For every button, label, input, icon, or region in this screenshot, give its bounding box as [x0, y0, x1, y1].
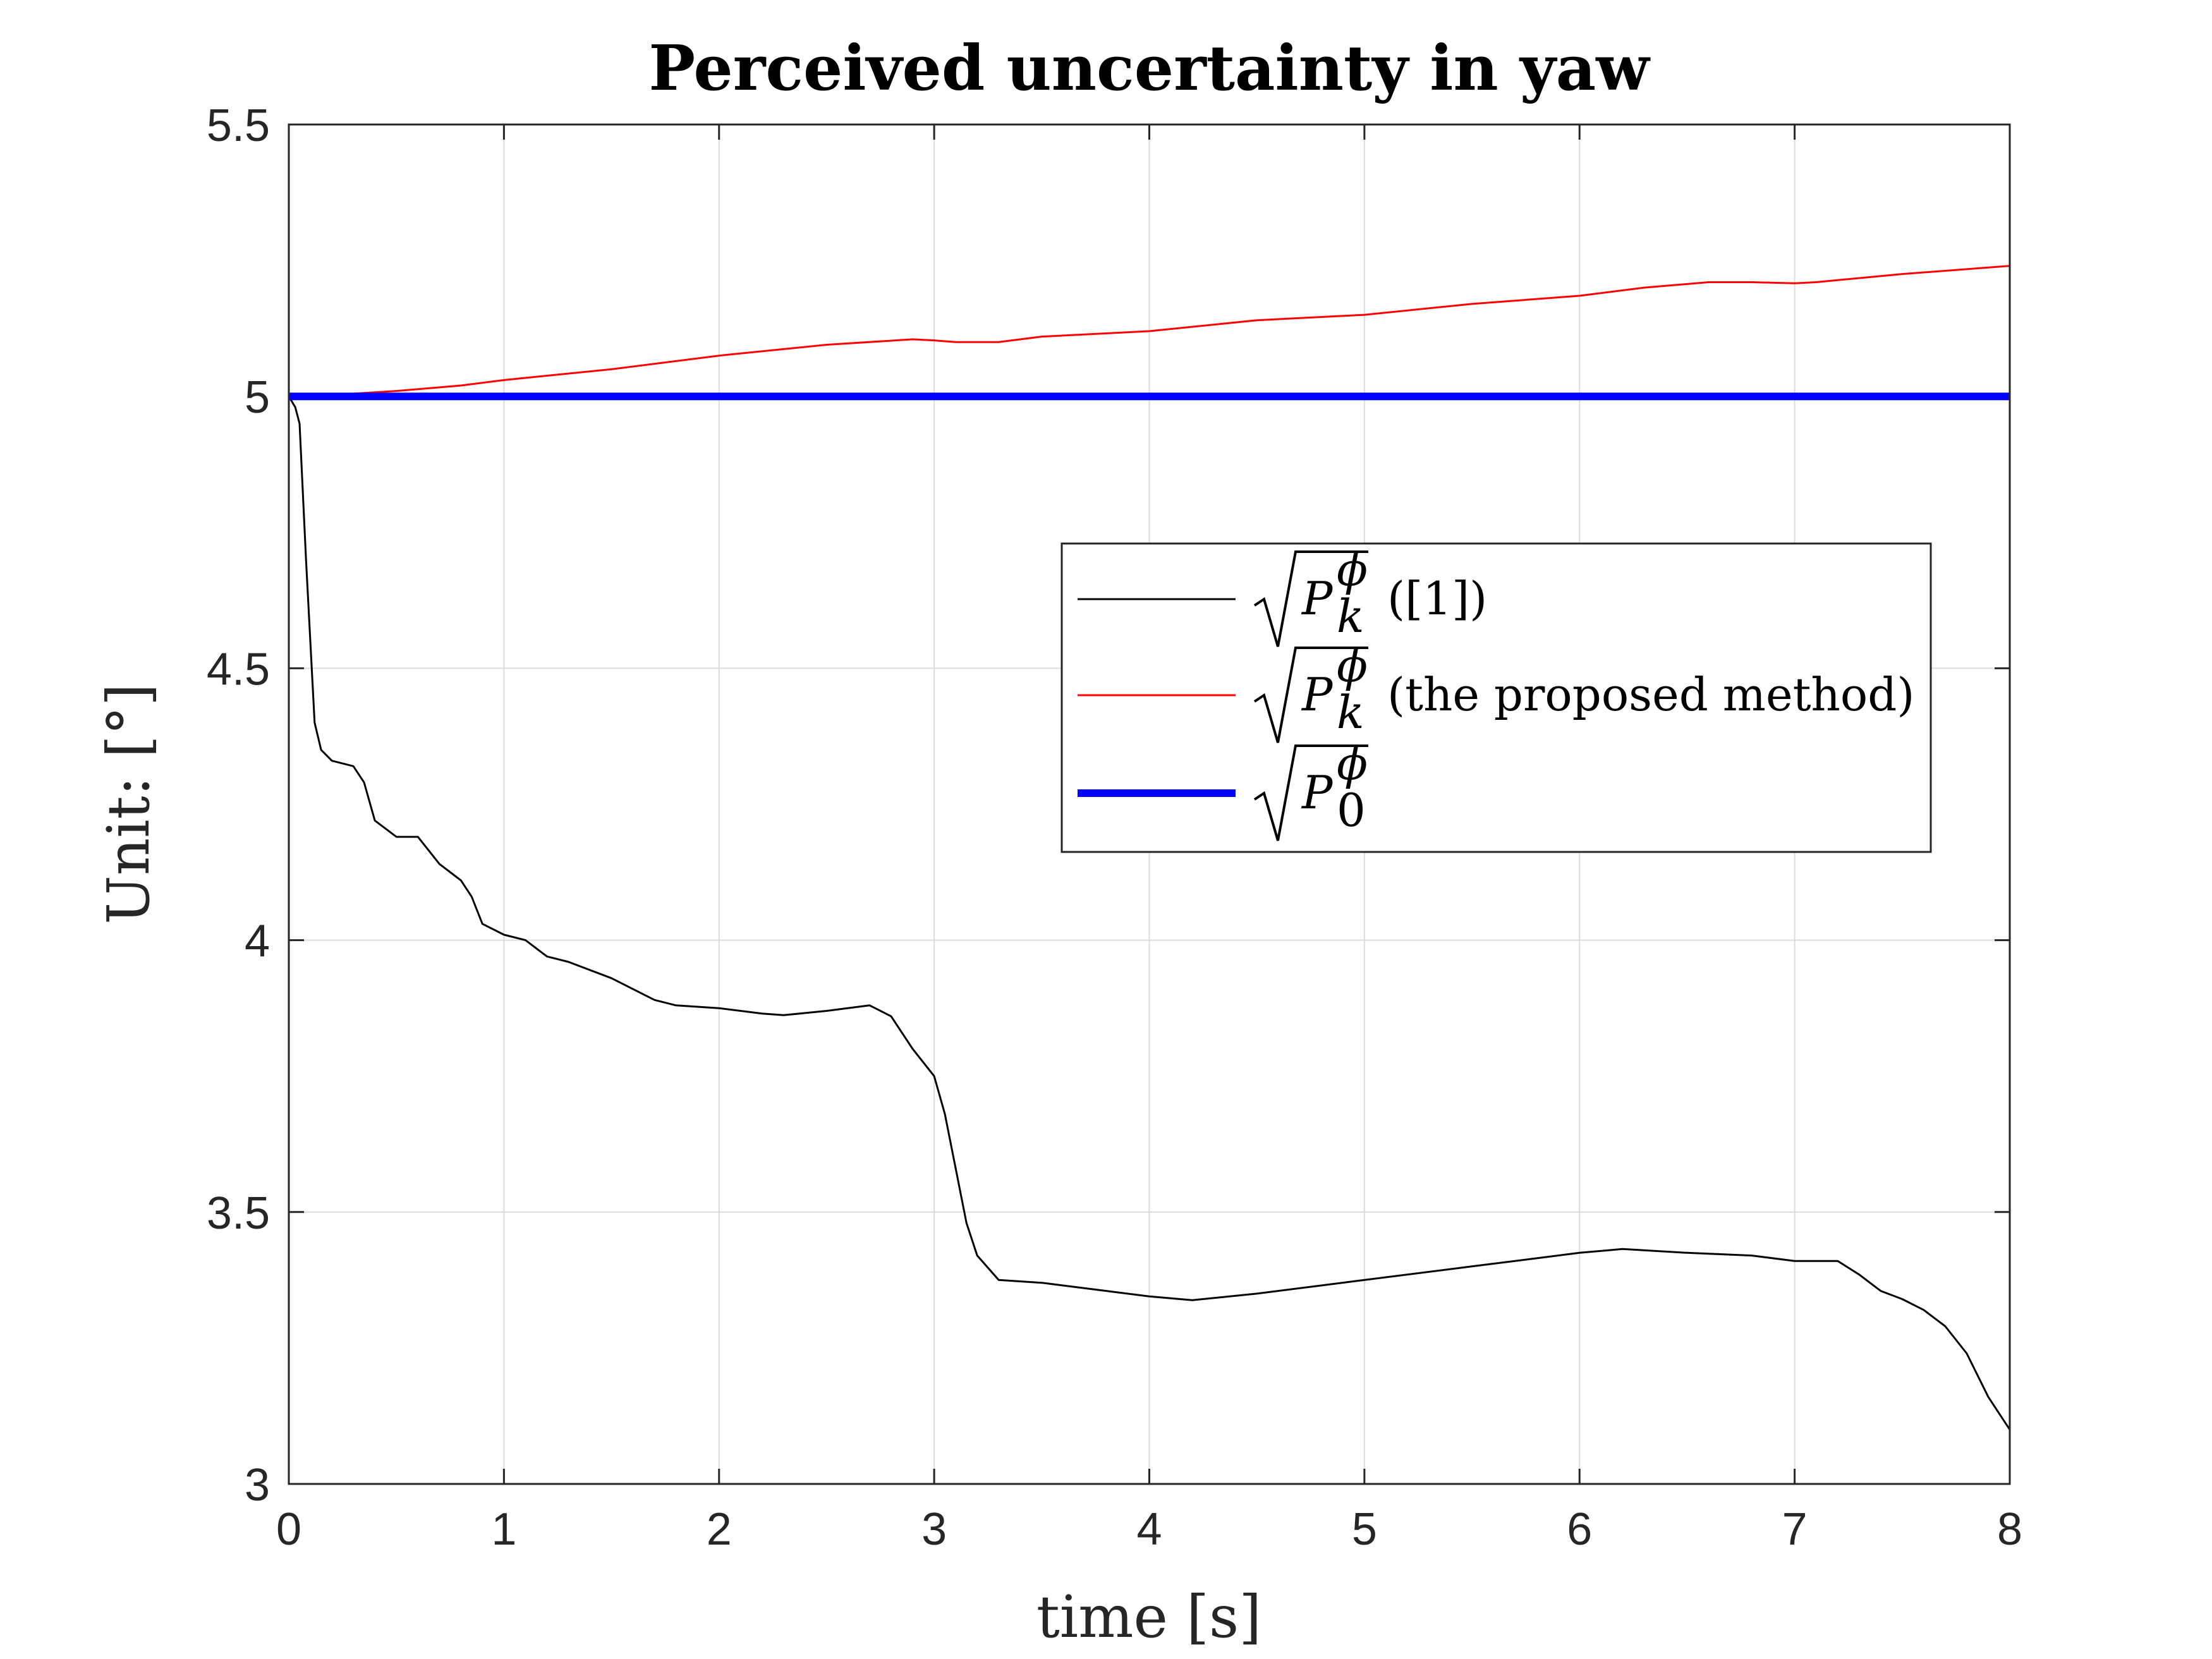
legend-symbol-p: P [1301, 668, 1334, 721]
x-tick-label: 8 [1997, 1504, 2022, 1555]
series-line-0 [288, 396, 2011, 1430]
x-tick-label: 7 [1782, 1504, 1808, 1555]
legend-symbol-p: P [1301, 572, 1334, 625]
x-tick-label: 2 [707, 1504, 732, 1555]
series-line-1 [288, 265, 2010, 398]
x-tick-label: 0 [276, 1504, 301, 1555]
tick-labels: 0 1 2 3 4 5 6 7 8 3 3.5 4 4.5 5 5.5 [207, 100, 2022, 1555]
legend: Pϕk ([1])Pϕk (the proposed method)Pϕ0 [1060, 542, 1932, 853]
sqrt-symbol [1253, 550, 1368, 647]
y-tick-label: 5 [245, 372, 270, 423]
legend-label: (the proposed method) [1387, 668, 1914, 721]
y-axis-label: Unit: [°] [95, 683, 162, 924]
x-tick-label: 4 [1136, 1504, 1162, 1555]
legend-entry-2: Pϕ0 [1078, 737, 1368, 841]
y-tick-label: 4.5 [207, 644, 270, 695]
sqrt-symbol [1253, 647, 1368, 743]
y-tick-label: 3.5 [207, 1188, 270, 1239]
y-tick-label: 4 [245, 916, 270, 967]
legend-superscript: ϕ [1337, 543, 1368, 596]
y-tick-label: 5.5 [207, 100, 270, 151]
x-axis-label: time [s] [1036, 1583, 1261, 1651]
legend-entry-1: Pϕk (the proposed method) [1078, 639, 1914, 743]
x-tick-label: 1 [491, 1504, 516, 1555]
x-tick-label: 3 [921, 1504, 947, 1555]
legend-entry-0: Pϕk ([1]) [1078, 543, 1487, 647]
legend-subscript: 0 [1337, 784, 1366, 837]
legend-symbol-p: P [1301, 766, 1334, 819]
x-tick-label: 6 [1567, 1504, 1592, 1555]
legend-box [1060, 542, 1932, 853]
legend-superscript: ϕ [1337, 639, 1368, 692]
legend-subscript: k [1337, 590, 1364, 643]
legend-subscript: k [1337, 686, 1364, 739]
x-tick-label: 5 [1352, 1504, 1377, 1555]
y-tick-label: 3 [245, 1460, 270, 1510]
chart-title: Perceived uncertainty in yaw [648, 32, 1651, 105]
sqrt-symbol [1253, 744, 1368, 841]
axes-box [288, 123, 2011, 1485]
legend-superscript: ϕ [1337, 737, 1368, 790]
legend-label: ([1]) [1387, 572, 1487, 625]
series-group [288, 265, 2011, 1430]
